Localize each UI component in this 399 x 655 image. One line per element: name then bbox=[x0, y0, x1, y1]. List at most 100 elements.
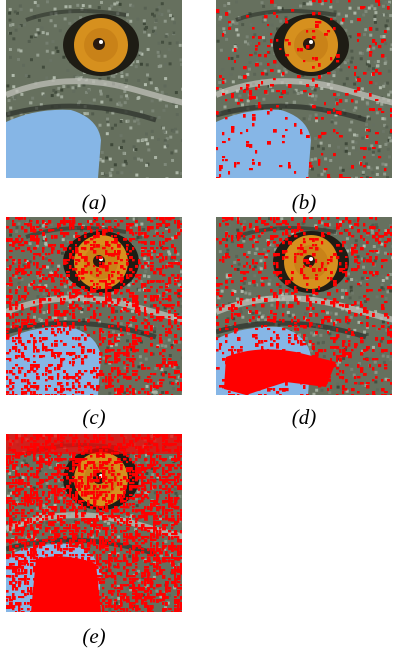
red-speck bbox=[285, 289, 288, 293]
texture bbox=[134, 148, 137, 151]
texture bbox=[222, 27, 225, 30]
red-speck bbox=[384, 39, 386, 41]
red-speck bbox=[342, 340, 345, 343]
red-speck bbox=[246, 262, 248, 265]
red-speck bbox=[279, 96, 283, 98]
texture bbox=[164, 345, 167, 348]
red-speck bbox=[63, 370, 66, 373]
texture bbox=[253, 73, 256, 76]
red-speck bbox=[6, 376, 8, 380]
red-speck bbox=[228, 256, 230, 258]
texture bbox=[317, 342, 320, 345]
red-speck bbox=[258, 102, 261, 105]
red-speck bbox=[279, 373, 282, 377]
red-speck bbox=[159, 223, 162, 227]
red-speck bbox=[126, 262, 129, 266]
red-speck bbox=[228, 235, 230, 237]
red-speck bbox=[360, 340, 364, 343]
texture bbox=[241, 23, 244, 26]
texture bbox=[235, 255, 238, 258]
red-speck bbox=[99, 449, 103, 452]
red-speck bbox=[261, 325, 263, 328]
red-speck bbox=[348, 355, 352, 358]
red-speck bbox=[81, 352, 84, 354]
red-speck bbox=[117, 355, 120, 357]
red-speck bbox=[81, 334, 84, 336]
texture bbox=[385, 13, 388, 16]
red-speck bbox=[339, 370, 341, 372]
red-speck bbox=[246, 84, 249, 87]
texture bbox=[129, 20, 132, 23]
texture bbox=[365, 162, 368, 165]
red-speck bbox=[387, 379, 390, 381]
red-speck bbox=[222, 352, 224, 354]
red-speck bbox=[267, 316, 270, 318]
red-speck bbox=[345, 364, 349, 366]
texture bbox=[131, 5, 134, 8]
red-speck bbox=[237, 361, 239, 364]
texture bbox=[241, 103, 244, 106]
red-speck bbox=[252, 268, 255, 271]
red-speck bbox=[105, 358, 107, 361]
red-speck bbox=[21, 446, 23, 449]
red-speck bbox=[45, 443, 47, 446]
red-speck bbox=[276, 217, 280, 220]
red-speck bbox=[180, 295, 182, 297]
red-speck bbox=[147, 449, 149, 451]
red-speck bbox=[240, 232, 243, 235]
texture bbox=[303, 2, 306, 5]
red-speck bbox=[18, 355, 20, 357]
red-speck bbox=[285, 382, 288, 386]
red-speck bbox=[267, 51, 269, 53]
red-speck bbox=[108, 373, 111, 375]
red-speck bbox=[258, 253, 261, 255]
red-speck bbox=[159, 253, 163, 256]
red-speck bbox=[81, 268, 85, 271]
texture bbox=[18, 222, 21, 225]
texture bbox=[380, 35, 383, 38]
red-speck bbox=[174, 292, 177, 294]
red-speck bbox=[162, 379, 165, 381]
red-speck bbox=[93, 388, 95, 390]
texture bbox=[180, 313, 182, 316]
red-speck bbox=[30, 220, 32, 222]
red-speck bbox=[135, 220, 138, 223]
red-speck bbox=[108, 334, 112, 338]
texture bbox=[314, 157, 317, 160]
red-speck bbox=[318, 220, 321, 224]
red-speck bbox=[114, 388, 117, 392]
red-speck bbox=[360, 382, 364, 385]
red-speck bbox=[312, 379, 315, 381]
red-speck bbox=[321, 310, 325, 313]
texture bbox=[336, 363, 339, 366]
red-speck bbox=[300, 361, 303, 364]
red-speck bbox=[171, 274, 174, 277]
texture bbox=[243, 282, 246, 285]
red-speck bbox=[153, 271, 156, 274]
texture bbox=[236, 298, 239, 301]
red-speck bbox=[75, 289, 78, 292]
red-speck bbox=[294, 334, 297, 337]
red-speck bbox=[132, 304, 135, 307]
texture bbox=[168, 42, 171, 45]
red-speck bbox=[249, 238, 253, 241]
texture bbox=[52, 89, 55, 92]
red-speck bbox=[153, 461, 155, 464]
red-speck bbox=[126, 277, 129, 279]
texture bbox=[340, 21, 343, 24]
red-speck bbox=[114, 334, 118, 337]
texture bbox=[344, 289, 347, 292]
red-speck bbox=[372, 262, 375, 266]
red-speck bbox=[81, 226, 84, 229]
red-speck bbox=[39, 331, 42, 334]
red-speck bbox=[291, 376, 295, 379]
red-speck bbox=[39, 289, 43, 292]
red-speck bbox=[78, 461, 81, 464]
texture bbox=[386, 290, 389, 293]
red-speck bbox=[114, 449, 117, 451]
red-speck bbox=[363, 310, 366, 313]
red-speck bbox=[78, 391, 80, 393]
red-speck bbox=[147, 265, 149, 267]
panel-image bbox=[6, 434, 182, 612]
red-speck bbox=[150, 388, 152, 391]
